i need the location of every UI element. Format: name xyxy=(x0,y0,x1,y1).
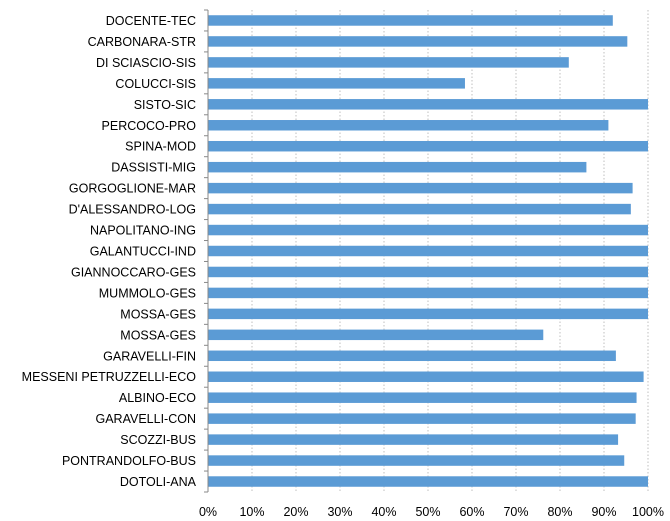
x-tick-label: 60% xyxy=(459,505,484,519)
category-label: GARAVELLI-FIN xyxy=(103,349,196,363)
bar xyxy=(208,350,616,362)
bar xyxy=(208,140,648,152)
bar xyxy=(208,245,648,257)
bar xyxy=(208,57,569,68)
x-tick-labels: 0% 10% 20% 30% 40% 50% 60% 70% 80% 90% 100% xyxy=(199,505,664,519)
bar xyxy=(208,455,625,466)
bar xyxy=(208,36,628,47)
category-label: GALANTUCCI-IND xyxy=(90,245,196,259)
x-tick-label: 20% xyxy=(283,505,308,519)
bar xyxy=(208,266,648,278)
bar xyxy=(208,120,609,131)
category-label: DI SCIASCIO-SIS xyxy=(96,56,196,70)
bar xyxy=(208,287,648,299)
category-labels: DOCENTE-TEC CARBONARA-STR DI SCIASCIO-SIS C… xyxy=(22,14,197,489)
category-label: MUMMOLO-GES xyxy=(99,286,196,300)
bar xyxy=(208,392,637,403)
bar xyxy=(208,182,633,194)
category-label: MOSSA-GES xyxy=(120,307,196,321)
category-label: NAPOLITANO-ING xyxy=(90,224,196,238)
x-tick-label: 30% xyxy=(327,505,352,519)
x-tick-label: 90% xyxy=(591,505,616,519)
bar xyxy=(208,99,648,110)
category-label: PONTRANDOLFO-BUS xyxy=(62,454,196,468)
bar xyxy=(208,476,648,487)
category-label: PERCOCO-PRO xyxy=(102,119,197,133)
category-label: SCOZZI-BUS xyxy=(120,433,196,447)
bar xyxy=(208,308,648,320)
bars xyxy=(208,15,648,487)
category-label: MOSSA-GES xyxy=(120,328,196,342)
bar xyxy=(208,78,465,89)
bar xyxy=(208,161,587,173)
bar xyxy=(208,434,619,445)
category-label: SPINA-MOD xyxy=(125,140,196,154)
bar xyxy=(208,329,544,341)
category-label: ALBINO-ECO xyxy=(119,391,196,405)
bar xyxy=(208,413,636,424)
x-tick-label: 70% xyxy=(503,505,528,519)
category-label: CARBONARA-STR xyxy=(88,35,196,49)
bar xyxy=(208,203,631,215)
x-tick-label: 80% xyxy=(547,505,572,519)
x-tick-label: 50% xyxy=(415,505,440,519)
x-tick-label: 40% xyxy=(371,505,396,519)
bar xyxy=(208,371,644,382)
bar xyxy=(208,15,613,26)
category-label: GORGOGLIONE-MAR xyxy=(69,182,196,196)
category-label: DASSISTI-MIG xyxy=(111,161,196,175)
category-label: SISTO-SIC xyxy=(134,98,196,112)
category-label: GIANNOCCARO-GES xyxy=(71,265,196,279)
x-tick-label: 10% xyxy=(239,505,264,519)
category-label: COLUCCI-SIS xyxy=(115,77,196,91)
x-tick-label: 0% xyxy=(199,505,217,519)
bar xyxy=(208,224,648,236)
category-label: DOCENTE-TEC xyxy=(106,14,196,28)
category-label: D'ALESSANDRO-LOG xyxy=(69,203,196,217)
axes xyxy=(204,9,209,493)
category-label: DOTOLI-ANA xyxy=(120,475,197,489)
category-label: GARAVELLI-CON xyxy=(96,412,197,426)
x-tick-label: 100% xyxy=(632,505,664,519)
category-label: MESSENI PETRUZZELLI-ECO xyxy=(22,370,197,384)
